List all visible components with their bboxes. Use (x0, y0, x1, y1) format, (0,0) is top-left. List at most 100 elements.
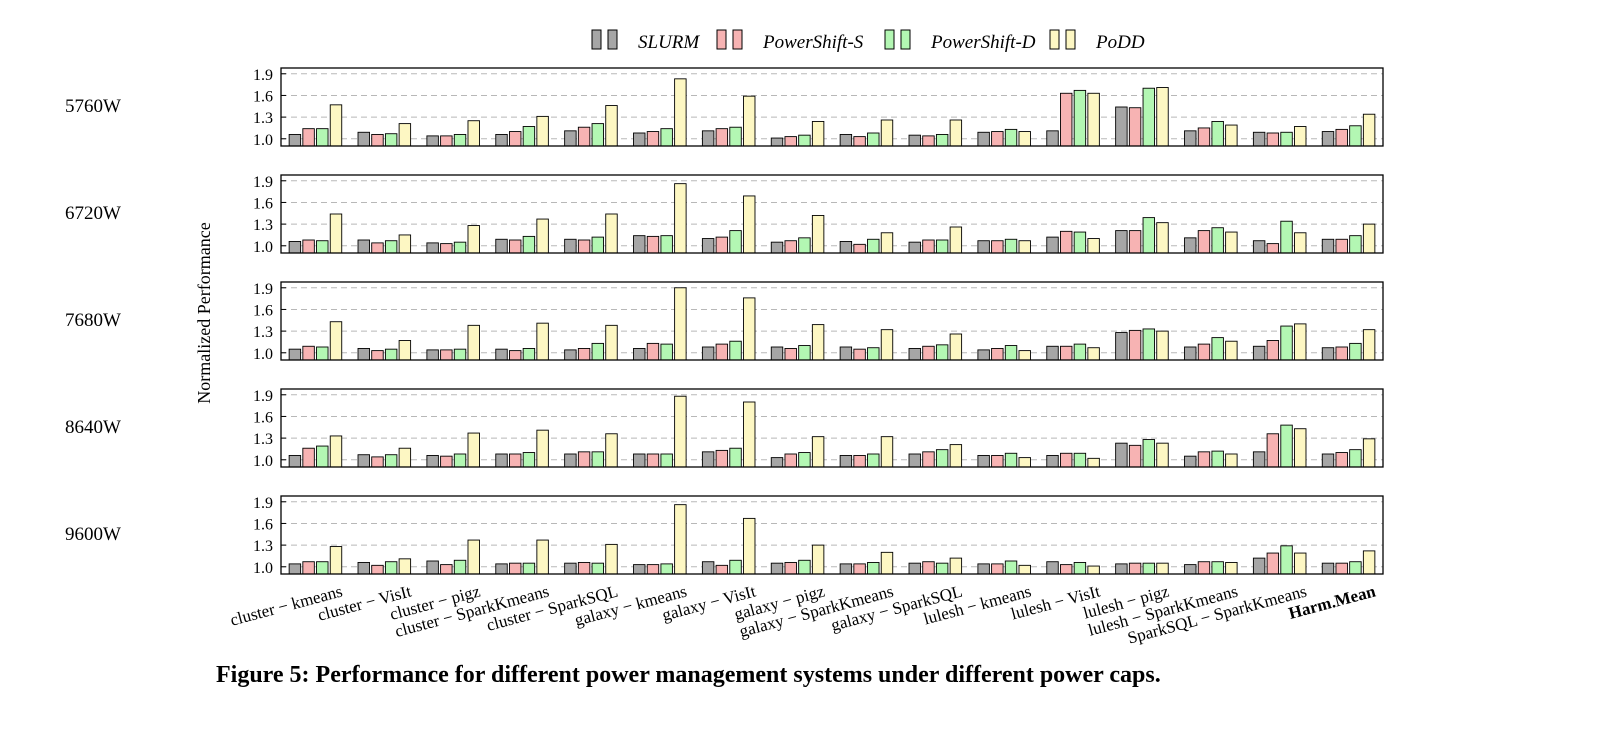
bar (743, 95, 756, 147)
bar (1128, 444, 1142, 468)
bar (302, 128, 315, 147)
bar (977, 563, 990, 575)
bar (302, 561, 315, 575)
bar (908, 134, 921, 147)
bar (440, 455, 453, 468)
bar (715, 236, 729, 254)
bar (577, 347, 591, 361)
bar (922, 345, 935, 361)
bar (674, 183, 687, 254)
bar (1362, 113, 1376, 147)
bar (591, 451, 604, 468)
bar (329, 546, 343, 575)
bar (1294, 323, 1307, 361)
bar (1018, 564, 1031, 575)
bar (1142, 439, 1155, 468)
bar (839, 563, 853, 575)
bar (853, 243, 866, 254)
bar (1211, 120, 1224, 147)
y-tick-label: 1.9 (253, 281, 273, 298)
bar (674, 395, 687, 468)
bar (743, 297, 756, 361)
bar (1225, 231, 1238, 254)
bar (1266, 243, 1280, 254)
bar (495, 238, 508, 254)
bar (440, 349, 453, 361)
bar (1349, 235, 1362, 254)
bar (509, 562, 522, 575)
bar (1252, 345, 1266, 361)
bar (316, 240, 329, 254)
bar (1073, 231, 1087, 254)
bar (1321, 347, 1335, 361)
bar (1046, 561, 1059, 575)
bar (715, 343, 729, 361)
legend-label: PowerShift-D (930, 32, 1036, 53)
panels: 5760W 1.0 1.3 1.6 1.9 6720W 1.0 1.3 1.6 1.9 7680W 1… (65, 67, 1384, 577)
bar (839, 454, 853, 468)
bar (1184, 455, 1197, 468)
bar (329, 321, 343, 361)
bar (605, 324, 618, 361)
bar (1142, 328, 1155, 361)
bar (949, 444, 963, 468)
bar (880, 551, 894, 575)
bar (1087, 347, 1100, 361)
y-tick-label: 1.9 (253, 495, 273, 512)
bar (357, 131, 370, 147)
bar (935, 133, 949, 147)
bar (922, 561, 935, 575)
y-tick-label: 1.6 (253, 516, 273, 533)
bar (798, 559, 811, 575)
bar (398, 447, 412, 468)
bar (329, 213, 343, 254)
bar (729, 559, 742, 575)
bar (467, 432, 480, 468)
bar (591, 123, 604, 147)
bar (660, 235, 673, 254)
bar (302, 239, 315, 254)
bar (977, 131, 990, 147)
bar (674, 78, 687, 147)
bar (646, 235, 660, 254)
bar (811, 436, 825, 468)
bar (1073, 89, 1087, 147)
bar (1060, 92, 1073, 147)
bar (1294, 552, 1307, 575)
bar (357, 454, 370, 468)
bar (1225, 561, 1238, 575)
bar (536, 322, 549, 361)
bar (1266, 132, 1280, 147)
bar (371, 456, 384, 468)
bar (1197, 127, 1211, 147)
bar (495, 563, 508, 575)
panel: 6720W 1.0 1.3 1.6 1.9 (65, 174, 1384, 256)
bar (949, 226, 963, 254)
bar (674, 287, 687, 361)
panel-label: 9600W (65, 524, 121, 545)
bar (908, 347, 921, 361)
bar (908, 562, 921, 575)
bar (426, 135, 439, 147)
bar (701, 130, 715, 147)
bar (784, 240, 797, 254)
bar (1004, 452, 1018, 468)
bar (701, 238, 715, 254)
bar (935, 344, 949, 361)
bar (784, 347, 797, 361)
bar (288, 133, 302, 147)
bar (811, 120, 825, 147)
bar (633, 453, 646, 468)
bar (867, 453, 880, 468)
bar (1004, 238, 1018, 254)
panel: 9600W 1.0 1.3 1.6 1.9 (65, 495, 1384, 577)
bar (853, 454, 866, 468)
bar (1115, 563, 1128, 575)
legend-label: PoDD (1095, 32, 1145, 53)
bar (1018, 131, 1031, 147)
bar (701, 346, 715, 361)
bar (1362, 550, 1376, 575)
bar (453, 453, 467, 468)
bar (880, 119, 894, 147)
bar (743, 517, 756, 575)
